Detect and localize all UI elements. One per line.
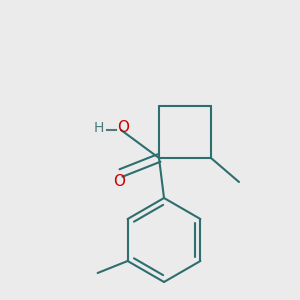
Text: O: O <box>113 173 125 188</box>
Text: H: H <box>94 121 104 135</box>
Text: O: O <box>117 121 129 136</box>
